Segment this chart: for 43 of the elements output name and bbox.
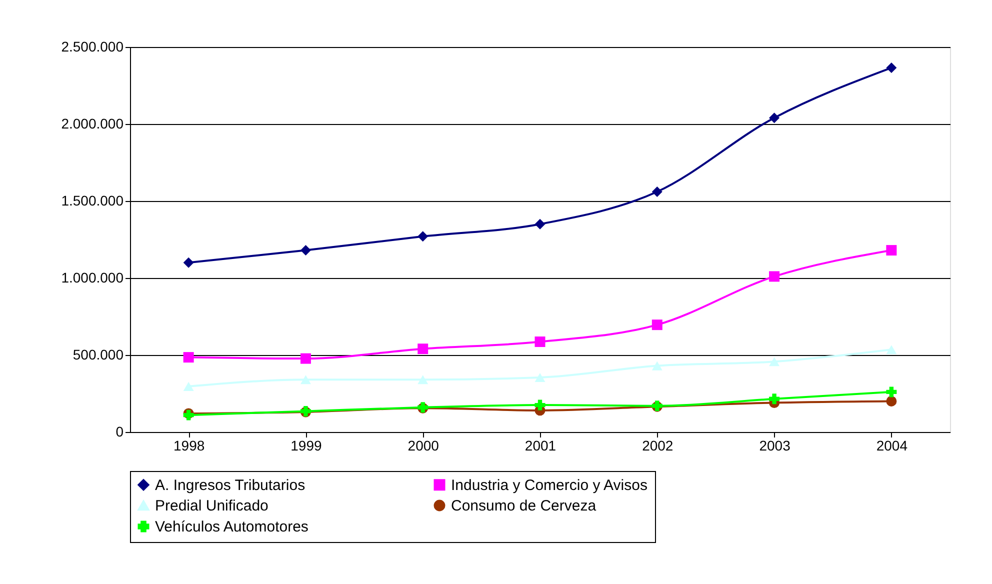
y-tick-label: 1.000.000 (61, 270, 124, 286)
y-tick-label: 2.000.000 (61, 116, 124, 132)
point (300, 375, 311, 384)
point (886, 245, 897, 256)
point (534, 336, 546, 347)
x-tick-label: 2002 (642, 438, 674, 454)
point (886, 62, 897, 74)
point (183, 257, 194, 268)
y-tick-label: 1.500.000 (61, 192, 124, 208)
point (418, 231, 428, 242)
y-tick-label: 500.000 (72, 346, 124, 362)
point (886, 345, 897, 354)
x-tick-label: 2004 (876, 438, 908, 454)
x-tick-label: 1998 (173, 438, 205, 454)
point (769, 394, 780, 404)
y-tick-label: 0 (116, 424, 124, 440)
point (652, 186, 662, 198)
point (652, 320, 662, 330)
point (183, 352, 194, 363)
legend-label: A. Ingresos Tributarios (155, 476, 306, 494)
legend-label: Consumo de Cerveza (451, 498, 597, 514)
x-tick-label: 2001 (524, 438, 556, 454)
point (183, 382, 194, 391)
legend-label: Predial Unificado (155, 498, 268, 514)
point (418, 344, 428, 354)
point (886, 386, 897, 398)
x-tick-label: 2000 (408, 438, 440, 454)
point (300, 245, 311, 256)
point (886, 396, 897, 406)
point (534, 218, 546, 230)
point (418, 375, 428, 384)
legend-label: Vehículos Automotores (155, 518, 308, 536)
point (769, 112, 780, 124)
point (769, 271, 780, 282)
y-tick-label: 2.500.000 (61, 38, 124, 54)
point (534, 400, 546, 410)
point (534, 372, 546, 382)
point (652, 361, 662, 370)
point (769, 357, 780, 366)
point (300, 353, 311, 364)
x-tick-label: 1999 (290, 438, 322, 454)
x-tick-label: 2003 (759, 438, 791, 454)
legend-label: Industria y Comercio y Avisos (451, 476, 648, 494)
